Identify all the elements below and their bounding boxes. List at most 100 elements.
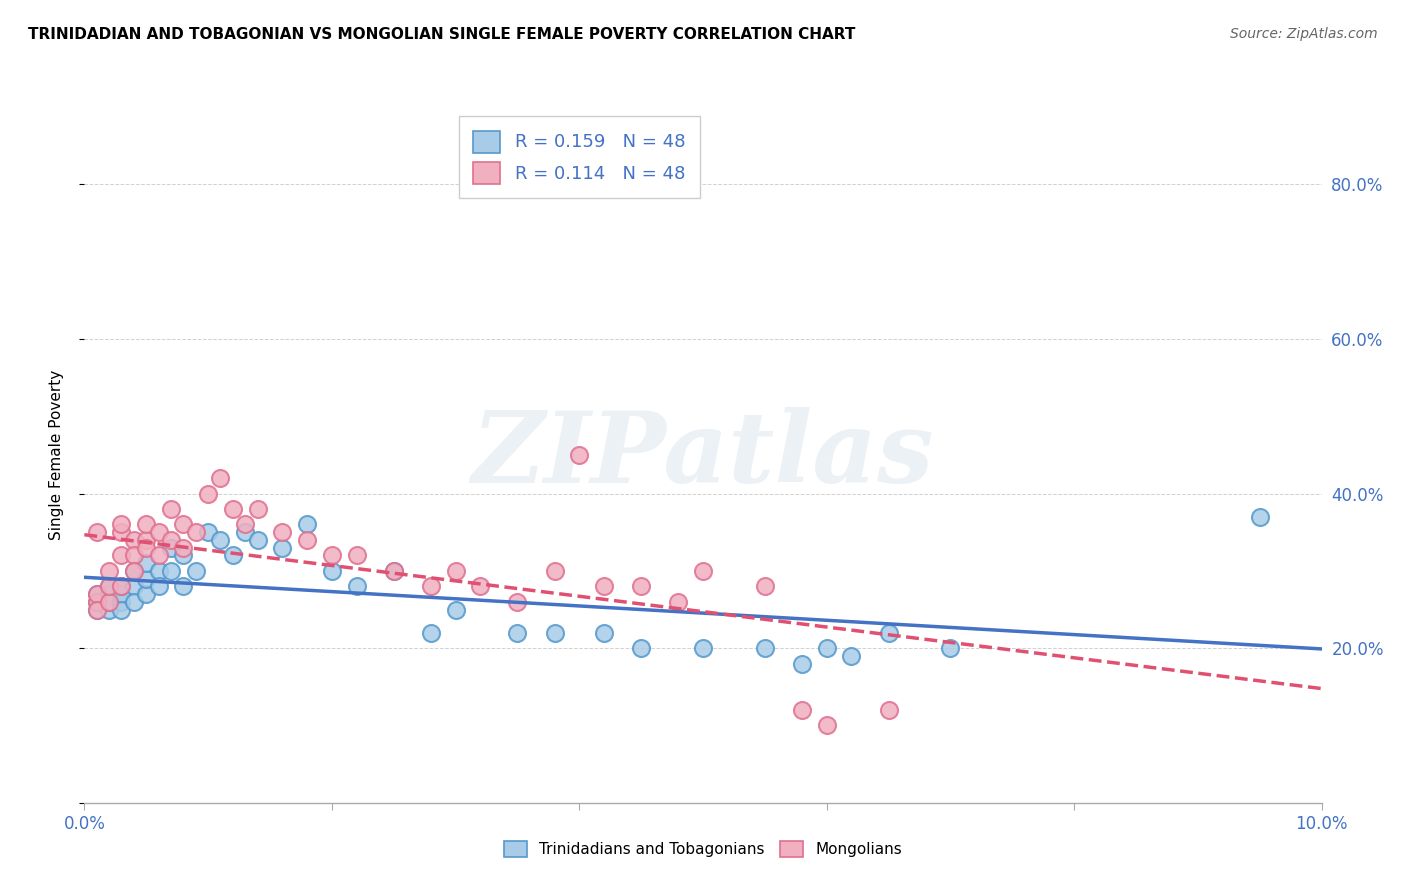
Point	[122, 549, 145, 563]
Y-axis label: Single Female Poverty: Single Female Poverty	[49, 370, 63, 540]
Point	[98, 602, 121, 616]
Point	[506, 595, 529, 609]
Point	[86, 525, 108, 540]
Point	[233, 525, 256, 540]
Point	[346, 549, 368, 563]
Point	[160, 533, 183, 547]
Point	[110, 595, 132, 609]
Point	[184, 525, 207, 540]
Point	[172, 541, 194, 555]
Point	[630, 641, 652, 656]
Point	[419, 579, 441, 593]
Point	[172, 517, 194, 532]
Point	[135, 556, 157, 570]
Point	[692, 564, 714, 578]
Point	[271, 541, 294, 555]
Point	[86, 602, 108, 616]
Point	[841, 648, 863, 663]
Point	[98, 579, 121, 593]
Point	[110, 525, 132, 540]
Point	[209, 471, 232, 485]
Point	[98, 579, 121, 593]
Point	[86, 587, 108, 601]
Point	[815, 718, 838, 732]
Point	[209, 533, 232, 547]
Point	[470, 579, 492, 593]
Point	[110, 587, 132, 601]
Point	[135, 587, 157, 601]
Point	[666, 595, 689, 609]
Point	[382, 564, 405, 578]
Point	[630, 579, 652, 593]
Point	[444, 564, 467, 578]
Point	[184, 564, 207, 578]
Point	[877, 625, 900, 640]
Point	[939, 641, 962, 656]
Point	[135, 533, 157, 547]
Point	[246, 533, 269, 547]
Point	[295, 533, 318, 547]
Point	[135, 517, 157, 532]
Point	[233, 517, 256, 532]
Point	[419, 625, 441, 640]
Point	[148, 549, 170, 563]
Point	[148, 525, 170, 540]
Point	[122, 564, 145, 578]
Legend: Trinidadians and Tobagonians, Mongolians: Trinidadians and Tobagonians, Mongolians	[496, 833, 910, 864]
Point	[122, 564, 145, 578]
Point	[246, 502, 269, 516]
Text: TRINIDADIAN AND TOBAGONIAN VS MONGOLIAN SINGLE FEMALE POVERTY CORRELATION CHART: TRINIDADIAN AND TOBAGONIAN VS MONGOLIAN …	[28, 27, 855, 42]
Point	[172, 579, 194, 593]
Text: ZIPatlas: ZIPatlas	[472, 407, 934, 503]
Point	[346, 579, 368, 593]
Point	[593, 579, 616, 593]
Point	[172, 549, 194, 563]
Point	[568, 448, 591, 462]
Point	[295, 517, 318, 532]
Point	[506, 625, 529, 640]
Point	[98, 595, 121, 609]
Point	[197, 486, 219, 500]
Point	[1249, 509, 1271, 524]
Point	[122, 595, 145, 609]
Point	[754, 641, 776, 656]
Point	[98, 564, 121, 578]
Point	[222, 549, 245, 563]
Point	[382, 564, 405, 578]
Point	[148, 579, 170, 593]
Point	[98, 587, 121, 601]
Point	[321, 549, 343, 563]
Point	[135, 541, 157, 555]
Point	[692, 641, 714, 656]
Point	[543, 564, 565, 578]
Point	[110, 549, 132, 563]
Point	[321, 564, 343, 578]
Point	[815, 641, 838, 656]
Point	[110, 579, 132, 593]
Point	[197, 525, 219, 540]
Point	[790, 657, 813, 671]
Point	[271, 525, 294, 540]
Point	[135, 572, 157, 586]
Point	[98, 595, 121, 609]
Point	[86, 595, 108, 609]
Text: Source: ZipAtlas.com: Source: ZipAtlas.com	[1230, 27, 1378, 41]
Point	[877, 703, 900, 717]
Point	[86, 587, 108, 601]
Point	[790, 703, 813, 717]
Point	[222, 502, 245, 516]
Point	[110, 602, 132, 616]
Point	[543, 625, 565, 640]
Point	[86, 595, 108, 609]
Point	[754, 579, 776, 593]
Point	[110, 579, 132, 593]
Point	[86, 602, 108, 616]
Point	[110, 517, 132, 532]
Point	[122, 579, 145, 593]
Point	[122, 533, 145, 547]
Point	[593, 625, 616, 640]
Point	[160, 564, 183, 578]
Point	[444, 602, 467, 616]
Point	[148, 564, 170, 578]
Point	[160, 502, 183, 516]
